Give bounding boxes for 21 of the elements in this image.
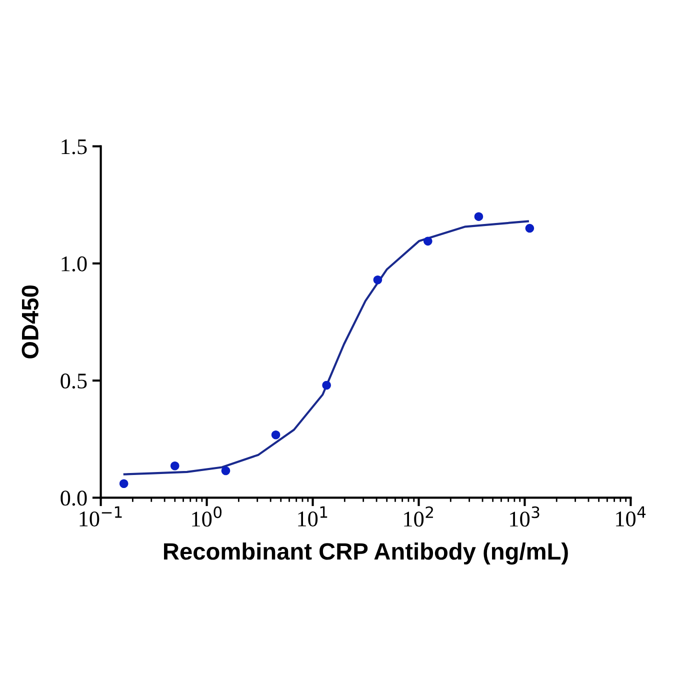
point: [373, 275, 382, 284]
y-axis-title: OD450: [22, 286, 38, 358]
point: [119, 479, 128, 488]
x-tick-label: 10$^{−1}$: [80, 506, 122, 526]
point: [322, 380, 331, 390]
point: [170, 461, 180, 470]
x-tick-label: 10$^{2}$: [404, 506, 433, 527]
y-tick-label: 1.5: [62, 139, 87, 154]
point: [474, 212, 484, 221]
x-axis-title: Recombinant CRP Antibody (ng/mL): [164, 542, 568, 565]
point: [221, 466, 230, 476]
x-tick-label: 10$^{0}$: [192, 506, 222, 527]
y-tick-label: 1.0: [62, 256, 87, 272]
point: [271, 430, 280, 440]
x-tick-label: 10$^{3}$: [510, 506, 540, 527]
x-tick-label: 10$^{1}$: [298, 506, 328, 526]
x-tick-label: 10$^{4}$: [616, 506, 646, 526]
y-tick-label: 0.0: [60, 490, 87, 506]
point: [424, 236, 432, 246]
y-tick-label: 0.5: [60, 374, 87, 389]
point: [525, 224, 534, 233]
